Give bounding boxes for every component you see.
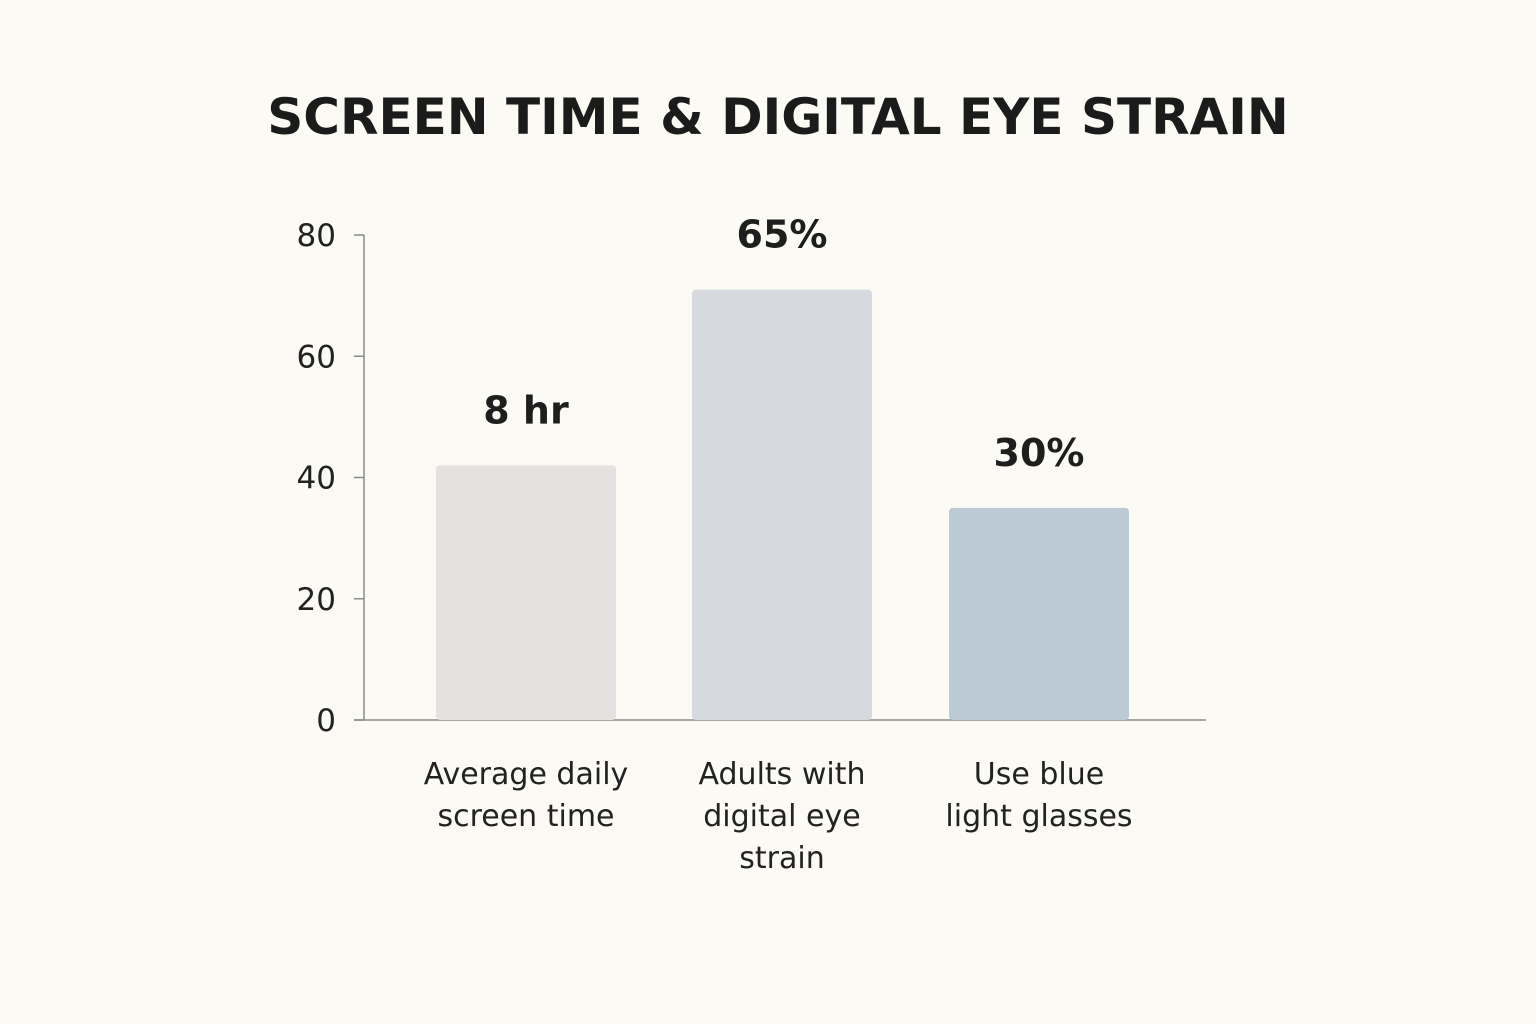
category-label-line: Average daily — [424, 757, 629, 792]
bar — [436, 465, 616, 720]
category-label: Adults with digital eye strain — [699, 757, 866, 876]
y-tick-label: 60 — [297, 339, 336, 375]
data-label: 65% — [737, 213, 828, 257]
bar — [692, 289, 872, 720]
bar — [949, 507, 1129, 720]
data-labels: 8 hr 65% 30% — [483, 213, 1084, 475]
category-label-line: digital eye — [703, 799, 860, 834]
y-tick-label: 0 — [316, 703, 336, 739]
category-labels: Average daily screen time Adults with digit… — [424, 757, 1133, 876]
y-tick-label: 40 — [297, 461, 336, 497]
category-label-line: screen time — [437, 799, 614, 834]
data-label: 8 hr — [483, 388, 569, 432]
bars — [436, 289, 1129, 720]
chart-title: SCREEN TIME & DIGITAL EYE STRAIN — [267, 88, 1288, 146]
category-label-line: light glasses — [945, 799, 1132, 834]
data-label: 30% — [994, 431, 1085, 475]
category-label-line: strain — [739, 841, 824, 876]
category-label: Average daily screen time — [424, 757, 629, 834]
y-tick-label: 80 — [297, 218, 336, 254]
category-label: Use blue light glasses — [945, 757, 1132, 834]
category-label-line: Adults with — [699, 757, 866, 792]
y-tick-label: 20 — [297, 582, 336, 618]
category-label-line: Use blue — [974, 757, 1104, 792]
